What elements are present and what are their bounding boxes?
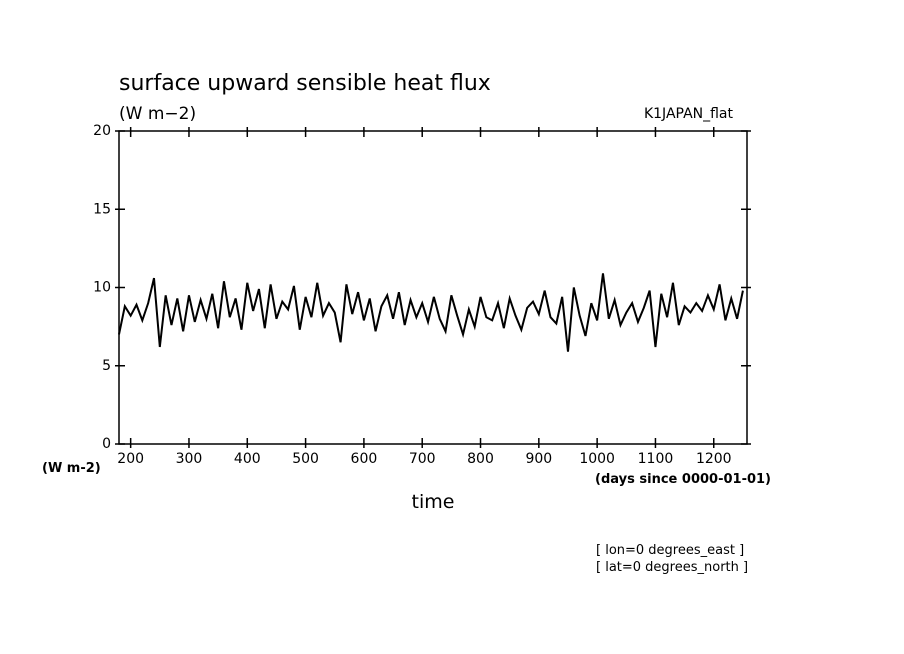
x-tick-label: 1200 [696, 451, 732, 467]
chart-subtitle: (W m−2) [119, 104, 196, 124]
dataset-label: K1JAPAN_flat [644, 106, 734, 122]
y-unit-label: (W m-2) [42, 461, 101, 476]
x-tick-label: 500 [292, 451, 319, 467]
y-tick-label: 10 [93, 280, 111, 296]
y-tick-label: 0 [102, 436, 111, 452]
annotation: [ lat=0 degrees_north ] [596, 560, 748, 575]
y-tick-label: 5 [102, 358, 111, 374]
x-tick-label: 700 [409, 451, 436, 467]
x-tick-label: 300 [176, 451, 203, 467]
y-tick-label: 20 [93, 123, 111, 139]
x-tick-label: 1100 [638, 451, 674, 467]
x-tick-label: 800 [467, 451, 494, 467]
annotation: [ lon=0 degrees_east ] [596, 543, 744, 558]
x-axis-label: time [412, 491, 455, 513]
chart-title: surface upward sensible heat flux [119, 71, 491, 96]
x-tick-label: 1000 [579, 451, 615, 467]
x-tick-label: 900 [525, 451, 552, 467]
x-tick-label: 200 [117, 451, 144, 467]
data-line [118, 273, 744, 352]
x-unit-label: (days since 0000-01-01) [595, 472, 771, 487]
y-tick-label: 15 [93, 201, 111, 217]
x-tick-label: 400 [234, 451, 261, 467]
x-tick-label: 600 [351, 451, 378, 467]
